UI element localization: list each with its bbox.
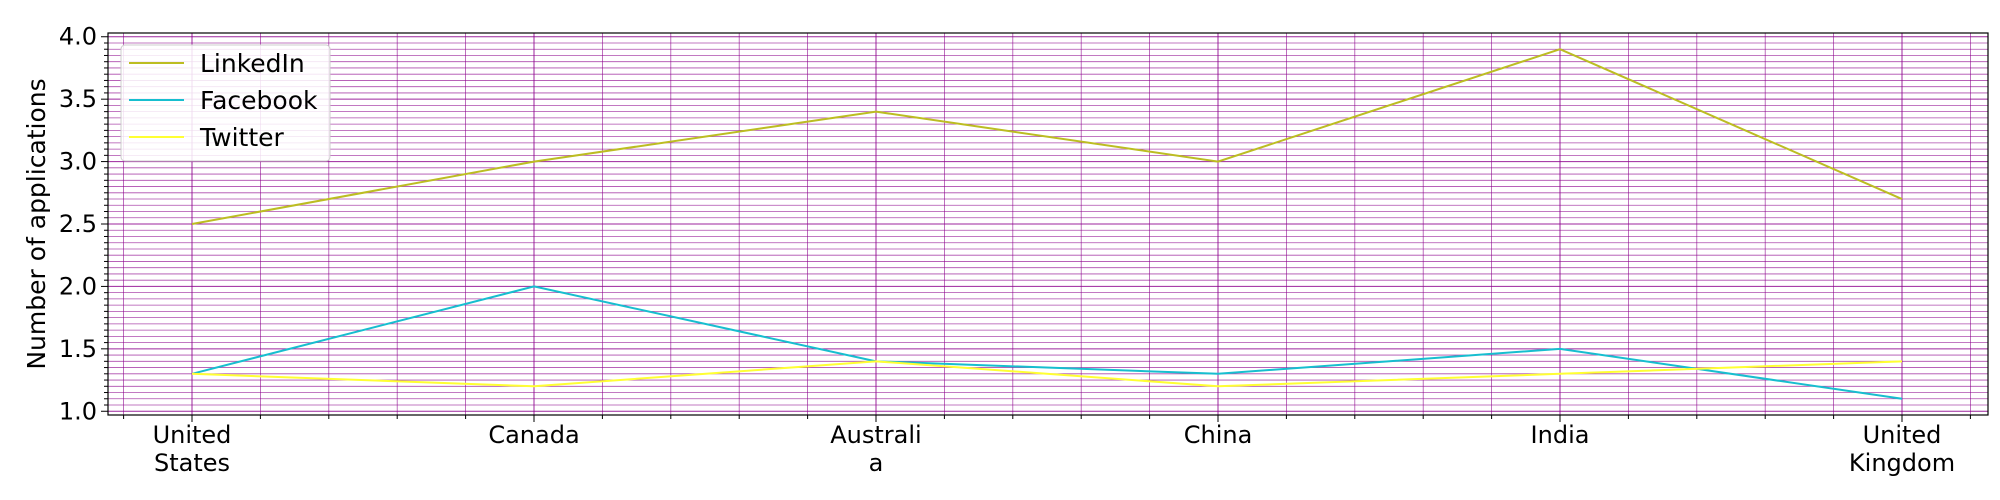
x-tick-label-line: United [153, 421, 232, 449]
y-axis-label: Number of applications [22, 78, 51, 369]
x-tick-label-line: a [869, 449, 884, 477]
x-tick-label: United States [153, 421, 232, 477]
plot-area [107, 32, 1989, 416]
x-tick-label-line: Canada [488, 421, 579, 449]
x-tick-label-line: India [1531, 421, 1590, 449]
x-tick-label-line: States [154, 449, 230, 477]
y-tick-label: 2.0 [59, 272, 97, 300]
x-tick-label-line: Kingdom [1849, 449, 1955, 477]
x-tick-label: India [1531, 421, 1590, 449]
y-tick-label: 3.0 [59, 148, 97, 176]
x-tick-label-line: United [1863, 421, 1942, 449]
x-tick-label: Australi a [830, 421, 921, 477]
y-tick-label: 2.5 [59, 210, 97, 238]
x-tick-label: United Kingdom [1849, 421, 1955, 477]
y-tick-label: 1.5 [59, 335, 97, 363]
y-tick-label: 3.5 [59, 85, 97, 113]
x-tick-label-line: Australi [830, 421, 921, 449]
series-line-linkedin [191, 48, 1903, 225]
series-lines [191, 48, 1903, 400]
x-tick-label: China [1184, 421, 1253, 449]
legend-box [120, 44, 331, 162]
y-axis: 1.0 1.5 2.0 2.5 3.0 3.5 4.0 [59, 23, 108, 425]
y-tick-label: 1.0 [59, 397, 97, 425]
x-tick-label: Canada [488, 421, 579, 449]
legend: LinkedIn Facebook Twitter [120, 44, 331, 162]
legend-label-twitter: Twitter [199, 123, 285, 152]
series-line-twitter [191, 360, 1903, 388]
legend-label-linkedin: LinkedIn [200, 49, 305, 78]
y-tick-label: 4.0 [59, 23, 97, 51]
x-tick-label-line: China [1184, 421, 1253, 449]
series-line-facebook [191, 285, 1903, 400]
legend-label-facebook: Facebook [200, 86, 318, 115]
